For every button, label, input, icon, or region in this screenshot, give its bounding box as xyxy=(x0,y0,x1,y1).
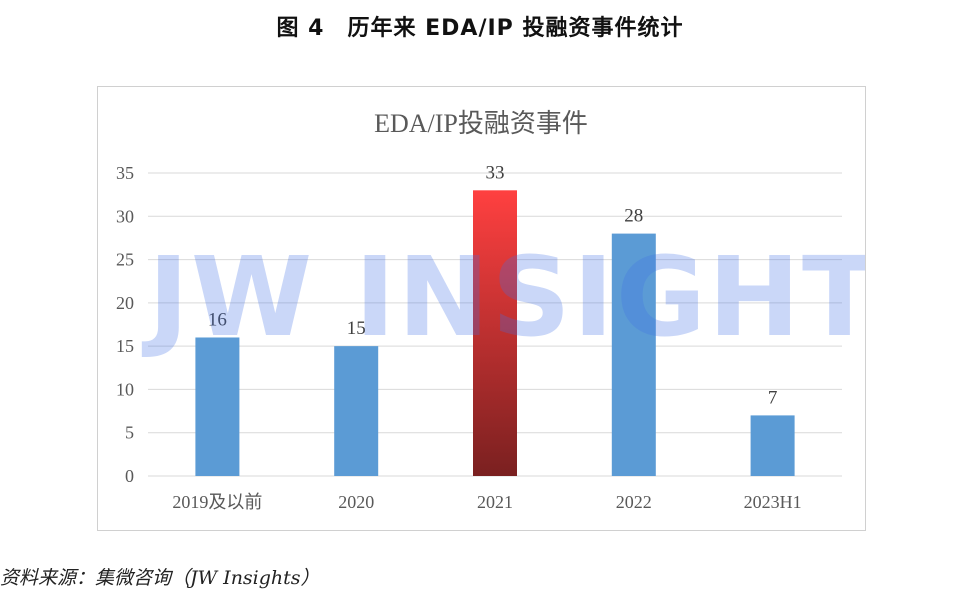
y-tick-label: 15 xyxy=(116,336,134,356)
data-label: 28 xyxy=(624,206,643,227)
watermark: JW INSIGHTS xyxy=(141,233,865,361)
source-note: 资料来源：集微咨询（JW Insights） xyxy=(0,567,320,589)
y-tick-label: 20 xyxy=(116,293,134,313)
bars xyxy=(195,190,795,477)
y-tick-label: 10 xyxy=(116,379,134,399)
bar-2 xyxy=(473,190,517,477)
x-tick-label: 2022 xyxy=(616,492,652,512)
x-tick-label: 2021 xyxy=(477,492,513,512)
data-label: 15 xyxy=(347,318,366,339)
y-tick-label: 0 xyxy=(125,466,134,486)
chart-title: EDA/IP投融资事件 xyxy=(374,109,588,138)
chart-frame: EDA/IP投融资事件 0 5 10 15 20 25 30 35 16 15 33 28 7 201… xyxy=(97,86,866,531)
y-tick-label: 35 xyxy=(116,163,134,183)
x-tick-label: 2023H1 xyxy=(744,492,802,512)
bar-3 xyxy=(611,233,656,476)
x-axis: 2019及以前 2020 2021 2022 2023H1 xyxy=(172,492,801,512)
y-tick-label: 25 xyxy=(116,250,134,270)
x-tick-label: 2019及以前 xyxy=(172,492,262,512)
bar-4 xyxy=(750,415,795,476)
data-label: 7 xyxy=(768,387,778,408)
data-labels: 16 15 33 28 7 xyxy=(208,162,777,408)
figure-title: 图 4 历年来 EDA/IP 投融资事件统计 xyxy=(276,16,684,41)
y-tick-label: 30 xyxy=(116,206,134,226)
bar-chart: EDA/IP投融资事件 0 5 10 15 20 25 30 35 16 15 33 28 7 201… xyxy=(116,109,865,512)
data-label: 16 xyxy=(208,309,227,330)
y-tick-label: 5 xyxy=(125,423,134,443)
y-axis: 0 5 10 15 20 25 30 35 xyxy=(116,163,134,486)
bar-0 xyxy=(195,337,240,476)
bar-1 xyxy=(334,346,379,476)
data-label: 33 xyxy=(486,162,505,183)
x-tick-label: 2020 xyxy=(338,492,374,512)
